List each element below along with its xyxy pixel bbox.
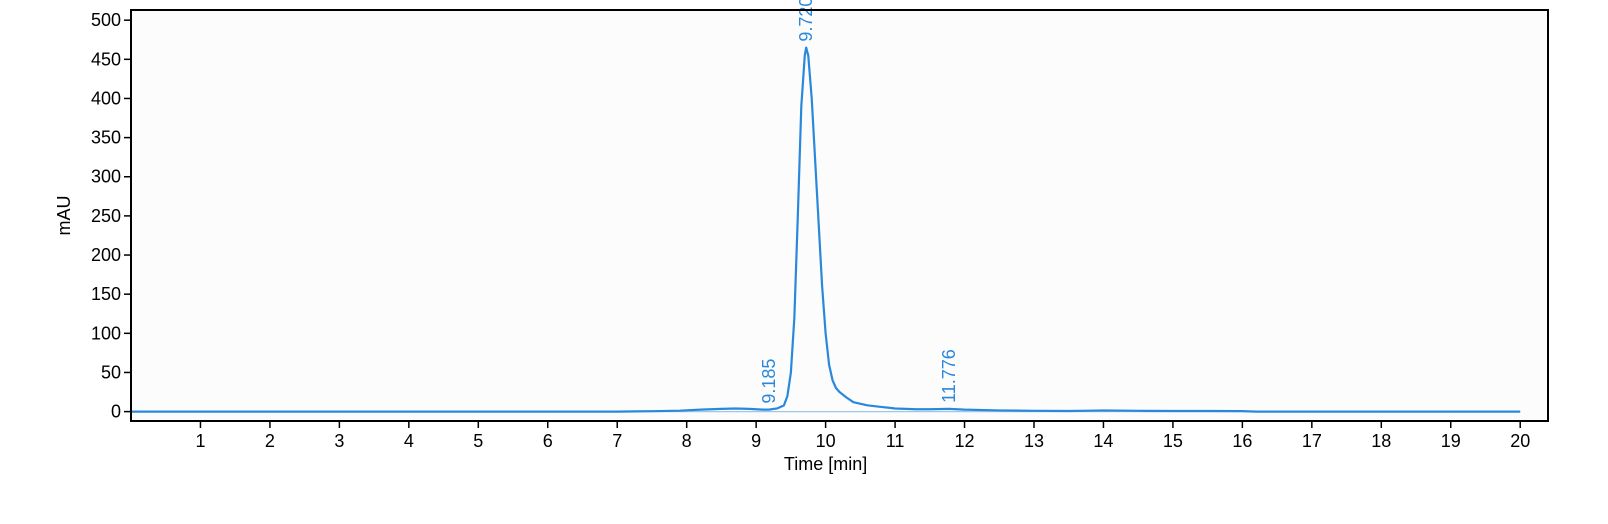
x-tick-label: 18 — [1371, 431, 1391, 451]
y-tick-label: 250 — [91, 206, 121, 226]
x-tick-label: 11 — [886, 431, 905, 451]
x-tick-label: 13 — [1024, 431, 1044, 451]
x-tick-label: 9 — [751, 431, 761, 451]
y-tick-label: 300 — [91, 167, 121, 187]
x-tick-label: 2 — [265, 431, 275, 451]
plot-area — [131, 10, 1548, 421]
y-axis-title: mAU — [54, 196, 74, 236]
x-tick-label: 7 — [612, 431, 622, 451]
y-tick-label: 200 — [91, 245, 121, 265]
y-tick-label: 150 — [91, 284, 121, 304]
peak-label: 9.185 — [759, 359, 779, 404]
trace-line — [131, 46, 1521, 413]
peak-label: 9.720 — [796, 0, 816, 42]
x-tick-label: 12 — [955, 431, 975, 451]
y-tick-label: 0 — [111, 402, 121, 422]
x-axis-title: Time [min] — [784, 454, 867, 474]
y-tick-label: 50 — [101, 362, 121, 382]
y-tick-label: 350 — [91, 128, 121, 148]
x-tick-label: 6 — [543, 431, 553, 451]
y-tick-label: 100 — [91, 323, 121, 343]
x-tick-label: 16 — [1232, 431, 1252, 451]
x-tick-label: 3 — [334, 431, 344, 451]
y-tick-label: 400 — [91, 88, 121, 108]
y-tick-label: 500 — [91, 10, 121, 30]
x-tick-label: 10 — [816, 431, 836, 451]
x-tick-label: 5 — [473, 431, 483, 451]
x-tick-label: 17 — [1302, 431, 1322, 451]
x-tick-label: 1 — [195, 431, 205, 451]
y-tick-label: 450 — [91, 49, 121, 69]
peak-label: 11.776 — [939, 349, 959, 403]
x-tick-label: 4 — [404, 431, 414, 451]
x-tick-label: 8 — [682, 431, 692, 451]
x-tick-label: 14 — [1093, 431, 1113, 451]
x-tick-label: 20 — [1510, 431, 1530, 451]
x-tick-label: 15 — [1163, 431, 1183, 451]
x-tick-label: 19 — [1441, 431, 1461, 451]
